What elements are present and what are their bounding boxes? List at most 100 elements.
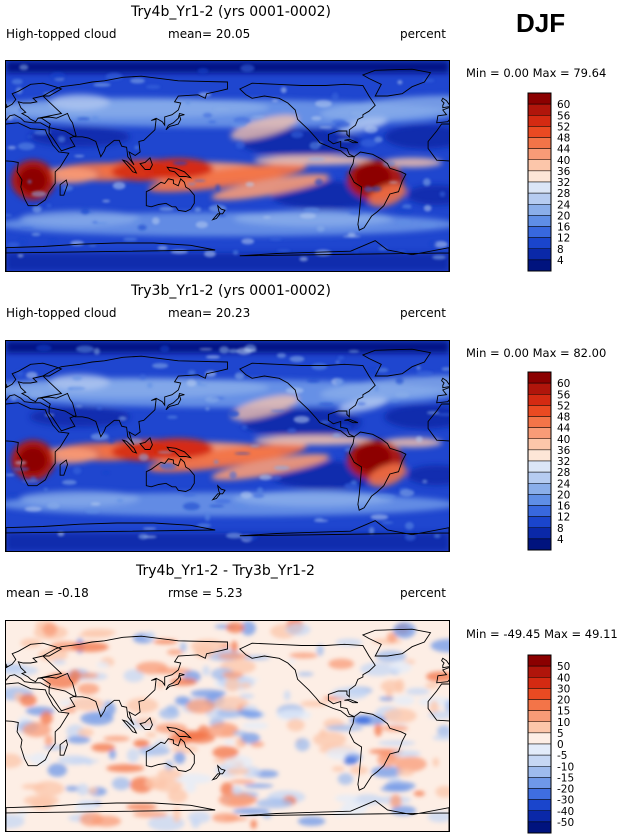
colorbar-tick-label: -50 — [557, 817, 574, 829]
coastline-africa — [6, 682, 70, 767]
panel-3-colorbar: 50 40 30 20 15 10 5 0 -5 -10 -15 -20 -30 -40 -50 — [527, 654, 588, 834]
colorbar-swatch — [527, 126, 552, 138]
panel-2-minmax: Min = 0.00 Max = 82.00 — [466, 346, 607, 360]
coastline-newzealand — [211, 204, 226, 221]
colorbar-swatch — [527, 192, 552, 205]
colorbar-tick-label: 12 — [557, 233, 570, 245]
colorbar-tick-label: 20 — [557, 489, 570, 501]
colorbar-tick-label: 44 — [557, 423, 571, 435]
field-blob — [384, 124, 449, 149]
colorbar-swatch — [527, 204, 552, 216]
colorbar-swatch — [527, 427, 552, 439]
coastline-cuba — [344, 138, 359, 144]
colorbar-tick-label: -15 — [557, 772, 574, 784]
colorbar-tick-label: 52 — [557, 121, 570, 133]
colorbar-swatch — [527, 259, 552, 272]
colorbar-swatch — [527, 754, 552, 767]
panel-3-rmse-label: rmse = 5.23 — [168, 586, 243, 600]
panel-2-title: Try3b_Yr1-2 (yrs 0001-0002) — [131, 283, 331, 299]
colorbar-swatch — [527, 777, 552, 789]
colorbar-tick-label: 28 — [557, 188, 570, 200]
colorbar-tick-label: -30 — [557, 795, 574, 807]
colorbar-swatch — [527, 382, 552, 395]
field-blob — [49, 373, 110, 390]
colorbar-tick-label: 10 — [557, 717, 570, 729]
field-blob — [230, 114, 299, 141]
colorbar-swatch — [527, 159, 552, 172]
coastline-europe — [6, 642, 63, 689]
colorbar-swatch — [527, 449, 552, 462]
colorbar-tick-label: -40 — [557, 806, 574, 818]
field-blob — [354, 163, 391, 192]
panel-2-variable-label: High-topped cloud — [6, 306, 117, 320]
coastline-japan — [165, 112, 185, 131]
field-blob — [233, 490, 394, 507]
field-layer — [6, 341, 449, 551]
colorbar-tick-label: 24 — [557, 478, 571, 490]
field-blob — [211, 453, 330, 481]
colorbar-swatch — [527, 743, 552, 756]
coastlines — [6, 348, 449, 551]
panel-1-mean-label: mean= 20.05 — [168, 27, 251, 41]
colorbar-swatch — [527, 677, 552, 689]
colorbar-tick-label: 48 — [557, 133, 570, 145]
coastline-uk — [441, 657, 449, 669]
coastline-japan — [165, 672, 185, 691]
colorbar-frame — [527, 371, 552, 551]
field-blob — [406, 185, 449, 206]
colorbar-tick-label: 52 — [557, 400, 570, 412]
colorbar-tick-label: 36 — [557, 445, 571, 457]
colorbar-swatch — [527, 710, 552, 722]
field-blob — [49, 93, 110, 110]
coastline-cuba — [344, 698, 359, 704]
colorbar-swatch — [527, 438, 552, 451]
colorbar-swatch — [527, 732, 552, 745]
field-blob — [19, 447, 48, 473]
field-blob — [230, 394, 299, 421]
coastline-cuba — [344, 418, 359, 424]
field-blob — [148, 163, 307, 192]
coastline-greenland — [361, 348, 432, 377]
colorbar-swatch — [527, 527, 552, 540]
field-blob — [320, 375, 449, 400]
coastline-borneo — [139, 436, 153, 450]
field-blob — [382, 437, 443, 448]
coastline-antarctica — [6, 522, 216, 551]
field-blob — [133, 739, 150, 748]
colorbar-swatch — [527, 471, 552, 484]
colorbar-swatch — [527, 688, 552, 700]
coastline-namerica — [239, 362, 376, 438]
coastline-newguinea — [166, 726, 193, 739]
field-blob — [406, 465, 449, 486]
panel-2-mean-label: mean= 20.23 — [168, 306, 251, 320]
panel-3-map — [5, 620, 450, 832]
panel-3-title: Try4b_Yr1-2 - Try3b_Yr1-2 — [136, 563, 315, 579]
panel-3-minmax: Min = -49.45 Max = 49.11 — [466, 627, 618, 641]
coastline-uk — [6, 383, 8, 388]
colorbar-swatch — [527, 494, 552, 506]
coastline-antarctica — [6, 802, 216, 831]
colorbar-swatch — [527, 215, 552, 227]
colorbar-tick-label: 32 — [557, 177, 570, 189]
colorbar-tick-label: 4 — [557, 534, 564, 546]
colorbar-tick-label: 48 — [557, 412, 570, 424]
colorbar-swatch — [527, 665, 552, 678]
colorbar-tick-label: -10 — [557, 761, 574, 773]
field-blob — [19, 490, 140, 507]
colorbar-tick-label: 16 — [557, 501, 571, 513]
colorbar-tick-label: 20 — [557, 695, 570, 707]
coastline-newzealand — [211, 484, 226, 501]
coastline-australia — [145, 737, 195, 772]
colorbar-tick-label: 20 — [557, 210, 570, 222]
field-blob — [111, 162, 172, 181]
panel-2-units-label: percent — [400, 306, 446, 320]
season-label: DJF — [516, 8, 566, 38]
coastline-africa — [6, 402, 70, 487]
colorbar-swatch — [527, 516, 552, 528]
colorbar-swatch — [527, 92, 552, 105]
colorbar-tick-label: 16 — [557, 222, 571, 234]
panel-3-units-label: percent — [400, 586, 446, 600]
colorbar-swatch — [527, 810, 552, 823]
coastline-uk — [441, 97, 449, 109]
field-blob — [176, 730, 205, 741]
